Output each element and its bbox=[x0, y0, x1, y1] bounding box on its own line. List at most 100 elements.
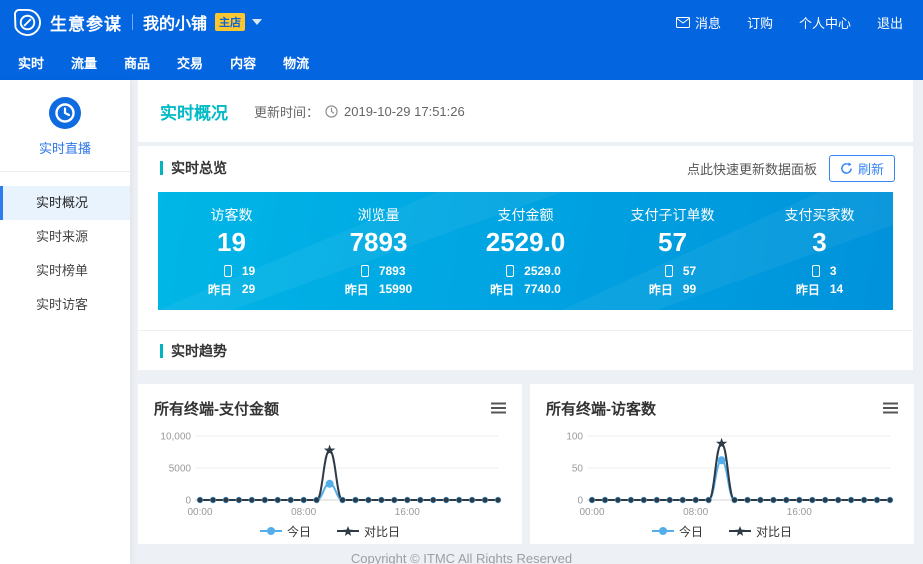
page-title: 实时概况 bbox=[160, 103, 228, 123]
legend-label: 今日 bbox=[678, 524, 703, 539]
trend-section-title: 实时趋势 bbox=[171, 342, 227, 359]
sidebar-item-realtime-ranking[interactable]: 实时榜单 bbox=[36, 263, 89, 278]
stat-value: 7893 bbox=[349, 226, 408, 257]
update-time-label: 更新时间： bbox=[254, 104, 320, 120]
sidebar-group: 实时直播 bbox=[0, 80, 130, 186]
sidebar-item-realtime-source[interactable]: 实时来源 bbox=[36, 229, 89, 244]
logout-label: 退出 bbox=[876, 15, 903, 31]
stat-value: 3 bbox=[812, 226, 827, 257]
payment-trend-chart[interactable]: 0 5000 10,000 00:00 08:00 16:00 bbox=[154, 422, 506, 520]
nav-item-traffic[interactable]: 流量 bbox=[71, 55, 98, 71]
overview-section-title: 实时总览 bbox=[171, 160, 227, 176]
subscribe-label: 订购 bbox=[746, 15, 773, 31]
mobile-phone-icon bbox=[811, 264, 820, 277]
copyright-footer: Copyright © ITMC All Rights Reserved bbox=[350, 551, 573, 564]
stat-label: 支付买家数 bbox=[784, 206, 855, 223]
nav-item-content[interactable]: 内容 bbox=[230, 55, 257, 71]
nav-item-trade[interactable]: 交易 bbox=[177, 55, 204, 71]
chart-title: 所有终端-访客数 bbox=[546, 400, 656, 418]
yesterday-label: 昨日 bbox=[207, 282, 232, 297]
svg-text:50: 50 bbox=[572, 464, 584, 475]
stat-mobile-value: 57 bbox=[682, 263, 697, 278]
refresh-icon bbox=[841, 161, 852, 174]
svg-text:100: 100 bbox=[566, 432, 583, 443]
nav-item-realtime[interactable]: 实时 bbox=[18, 55, 45, 71]
stat-mobile-value: 7893 bbox=[378, 263, 406, 278]
main-content: 实时概况 更新时间： 2019-10-29 17:51:26 实时总览 点此快速… bbox=[138, 80, 914, 544]
overview-section: 实时总览 点此快速更新数据面板 刷新 访客数 19 19 bbox=[138, 146, 913, 370]
chart-title: 所有终端-支付金额 bbox=[154, 400, 279, 418]
sidebar: 实时直播 实时概况 实时来源 实时榜单 实时访客 bbox=[0, 80, 130, 564]
page-header: 实时概况 更新时间： 2019-10-29 17:51:26 bbox=[138, 80, 913, 142]
svg-text:08:00: 08:00 bbox=[683, 507, 708, 518]
chevron-down-icon[interactable] bbox=[252, 19, 263, 25]
stat-yesterday-value: 99 bbox=[682, 282, 697, 296]
topbar-actions: 消息 订购 个人中心 退出 bbox=[675, 13, 903, 32]
legend-label: 对比日 bbox=[756, 524, 793, 539]
profile-link[interactable]: 个人中心 bbox=[799, 13, 851, 32]
stat-label: 浏览量 bbox=[357, 206, 400, 223]
mobile-phone-icon bbox=[664, 264, 673, 277]
chart-card-payment: 所有终端-支付金额 0 5000 10,000 00:00 08:00 16:00 今日 bbox=[138, 384, 522, 544]
shop-badge: 主店 bbox=[215, 13, 246, 31]
app-header: 生意参谋 我的小铺 主店 消息 订购 个人中心 退出 实时 流量 商品 交易 内… bbox=[0, 0, 923, 80]
logout-link[interactable]: 退出 bbox=[877, 13, 903, 32]
legend-line-star-icon bbox=[337, 526, 359, 536]
sidebar-group-label: 实时直播 bbox=[38, 141, 91, 156]
stat-payment-amount: 支付金额 2529.0 2529.0 昨日 7740.0 bbox=[452, 205, 599, 298]
chart-legend: 今日 对比日 bbox=[546, 520, 898, 542]
update-time-value: 2019-10-29 17:51:26 bbox=[344, 103, 465, 119]
sidebar-item-realtime-visitors[interactable]: 实时访客 bbox=[36, 297, 89, 312]
stat-yesterday-value: 7740.0 bbox=[524, 282, 561, 296]
legend-line-star-icon bbox=[729, 526, 751, 536]
nav-item-logistics[interactable]: 物流 bbox=[283, 55, 310, 71]
stat-label: 支付子订单数 bbox=[630, 206, 715, 223]
stat-visitors: 访客数 19 19 昨日 29 bbox=[158, 205, 305, 298]
stat-buyers: 支付买家数 3 3 昨日 14 bbox=[746, 205, 893, 298]
visitors-trend-chart[interactable]: 0 50 100 00:00 08:00 16:00 bbox=[546, 422, 898, 520]
svg-text:0: 0 bbox=[577, 496, 583, 507]
shop-name[interactable]: 我的小铺 bbox=[143, 16, 208, 33]
update-time: 更新时间： 2019-10-29 17:51:26 bbox=[254, 102, 465, 121]
compass-logo-icon bbox=[14, 8, 41, 36]
stat-label: 支付金额 bbox=[497, 206, 554, 223]
hamburger-menu-icon[interactable] bbox=[491, 402, 506, 414]
profile-label: 个人中心 bbox=[798, 15, 851, 31]
legend-line-dot-icon bbox=[259, 527, 282, 535]
subscribe-link[interactable]: 订购 bbox=[747, 13, 773, 32]
refresh-button[interactable]: 刷新 bbox=[828, 154, 895, 182]
messages-link[interactable]: 消息 bbox=[675, 13, 721, 32]
legend-line-dot-icon bbox=[651, 527, 674, 535]
refresh-label: 刷新 bbox=[857, 161, 884, 177]
hamburger-menu-icon[interactable] bbox=[883, 402, 898, 414]
mobile-phone-icon bbox=[360, 264, 369, 277]
stat-mobile-value: 3 bbox=[829, 263, 837, 278]
chart-legend: 今日 对比日 bbox=[154, 520, 506, 542]
divider bbox=[0, 171, 130, 172]
legend-today[interactable]: 今日 bbox=[651, 523, 703, 540]
trend-section-header: 实时趋势 bbox=[138, 330, 913, 370]
svg-text:08:00: 08:00 bbox=[291, 507, 316, 518]
overview-section-header: 实时总览 点此快速更新数据面板 刷新 bbox=[138, 146, 913, 190]
topbar: 生意参谋 我的小铺 主店 消息 订购 个人中心 退出 bbox=[0, 0, 923, 44]
charts-row: 所有终端-支付金额 0 5000 10,000 00:00 08:00 16:00 今日 bbox=[138, 384, 914, 544]
svg-text:16:00: 16:00 bbox=[395, 507, 420, 518]
legend-compare[interactable]: 对比日 bbox=[337, 523, 400, 540]
brand-name: 生意参谋 bbox=[50, 14, 122, 34]
divider bbox=[132, 14, 133, 30]
stat-value: 2529.0 bbox=[485, 226, 566, 257]
legend-compare[interactable]: 对比日 bbox=[729, 523, 792, 540]
chart-card-visitors: 所有终端-访客数 0 50 100 00:00 08:00 16:00 今日 bbox=[530, 384, 914, 544]
legend-today[interactable]: 今日 bbox=[259, 523, 311, 540]
stat-value: 19 bbox=[217, 226, 246, 257]
svg-text:10,000: 10,000 bbox=[160, 432, 191, 443]
sidebar-item-realtime-overview[interactable]: 实时概况 bbox=[0, 186, 130, 220]
yesterday-label: 昨日 bbox=[344, 282, 369, 297]
stat-pageviews: 浏览量 7893 7893 昨日 15990 bbox=[305, 205, 452, 298]
nav-item-products[interactable]: 商品 bbox=[124, 55, 151, 71]
yesterday-label: 昨日 bbox=[490, 282, 515, 297]
stat-yesterday-value: 14 bbox=[829, 282, 844, 296]
clock-icon bbox=[325, 104, 338, 118]
stat-label: 访客数 bbox=[210, 206, 253, 223]
clock-icon bbox=[49, 97, 81, 129]
